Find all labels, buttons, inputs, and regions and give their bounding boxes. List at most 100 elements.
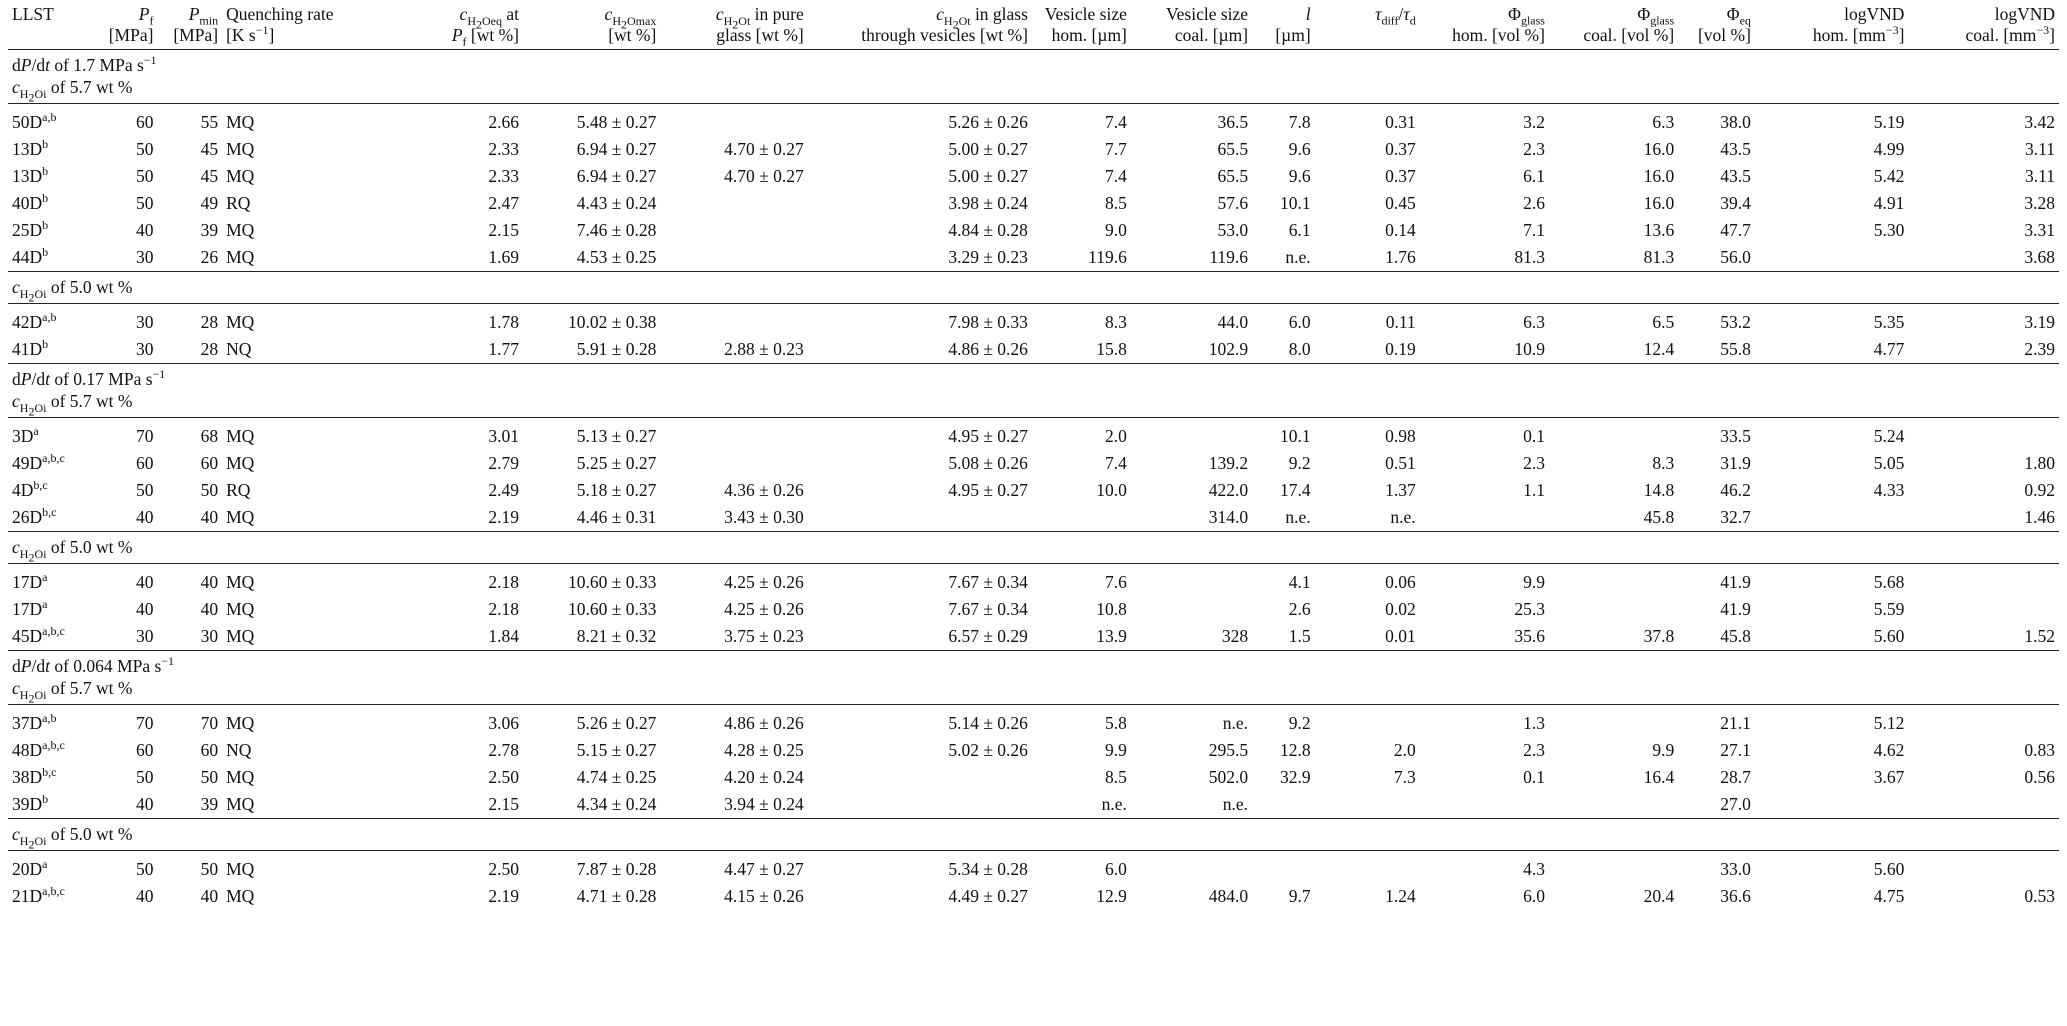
cell-vesicle-hom: 10.0	[1096, 480, 1127, 500]
cell-pmin: 45	[200, 139, 219, 159]
cell-pmin: 30	[200, 626, 219, 646]
cell-vesicle-hom: 7.7	[1105, 139, 1127, 159]
cell-llst: 49Da,b,c	[12, 451, 65, 473]
cell-quenching: NQ	[226, 740, 252, 760]
cell-l: 6.0	[1288, 312, 1311, 332]
cell-vesicle-hom: 8.5	[1105, 767, 1127, 787]
cell-pf: 30	[135, 312, 154, 332]
section-header-row: cH2Oi of 5.0 wt %	[8, 531, 2059, 564]
cell-phi-glass-hom: 6.0	[1523, 886, 1545, 906]
cell-ch2oeq: 2.18	[488, 572, 519, 592]
cell-phi-glass-hom: 7.1	[1523, 220, 1545, 240]
table-row: 17Da 40 40 MQ 2.18 10.60 ± 0.33 4.25 ± 0.26 7.6…	[8, 596, 2059, 623]
cell-phi-glass-coal: 45.8	[1643, 507, 1675, 527]
table-row: 44Db 30 26 MQ 1.69 4.53 ± 0.25 3.29 ± 0.23 119.…	[8, 244, 2059, 272]
cell-tau: n.e.	[1390, 507, 1416, 527]
cell-quenching: RQ	[226, 480, 251, 500]
cell-pure-glass: 4.70 ± 0.27	[724, 166, 804, 186]
cell-pmin: 60	[200, 740, 219, 760]
cell-l: 12.8	[1280, 740, 1311, 760]
cell-ch2omax: 7.87 ± 0.28	[576, 859, 657, 879]
section-label: dP/dt of 1.7 MPa s−1 cH2Oi of 5.7 wt %	[8, 49, 2059, 104]
col-header-pf: Pf [MPa]	[108, 4, 154, 45]
cell-logvnd-coal: 0.83	[2024, 740, 2055, 760]
cell-pf: 40	[135, 886, 154, 906]
cell-l: 2.6	[1288, 599, 1311, 619]
cell-glass-vesicles	[808, 791, 1032, 819]
table-row: 4Db,c 50 50 RQ 2.49 5.18 ± 0.27 4.36 ± 0.26 4.9…	[8, 477, 2059, 504]
cell-pf: 60	[135, 740, 154, 760]
cell-glass-vesicles: 4.95 ± 0.27	[948, 480, 1028, 500]
concentration-label: cH2Oi of 5.7 wt %	[12, 678, 133, 705]
cell-vesicle-coal	[1131, 596, 1252, 623]
cell-llst: 42Da,b	[12, 310, 57, 332]
col-header-vesicle-coal: Vesicle size coal. [µm]	[1165, 4, 1249, 45]
cell-l: 17.4	[1280, 480, 1311, 500]
cell-phi-glass-coal: 6.5	[1652, 312, 1675, 332]
cell-logvnd-coal	[1908, 705, 2059, 738]
cell-vesicle-hom: 15.8	[1096, 339, 1127, 359]
cell-ch2oeq: 2.15	[488, 220, 519, 240]
cell-vesicle-hom: 8.3	[1105, 312, 1127, 332]
cell-l	[1252, 791, 1315, 819]
cell-quenching: MQ	[226, 507, 255, 527]
cell-glass-vesicles: 6.57 ± 0.29	[948, 626, 1028, 646]
cell-logvnd-hom: 4.62	[1873, 740, 1905, 760]
cell-logvnd-coal	[1908, 791, 2059, 819]
cell-pf: 40	[135, 599, 154, 619]
cell-phi-glass-coal: 37.8	[1643, 626, 1675, 646]
cell-phi-eq: 41.9	[1720, 599, 1751, 619]
cell-pf: 50	[135, 139, 154, 159]
table-row: 3Da 70 68 MQ 3.01 5.13 ± 0.27 4.95 ± 0.27 2.0 10…	[8, 418, 2059, 451]
cell-quenching: MQ	[226, 139, 255, 159]
cell-phi-glass-hom: 6.3	[1523, 312, 1545, 332]
cell-logvnd-coal: 3.11	[2025, 166, 2055, 186]
cell-l: 9.2	[1288, 453, 1311, 473]
cell-phi-glass-coal	[1549, 705, 1678, 738]
cell-tau: 1.37	[1385, 480, 1416, 500]
col-header-quenching: Quenching rate [K s−1]	[226, 4, 334, 45]
cell-phi-eq: 53.2	[1720, 312, 1751, 332]
cell-quenching: MQ	[226, 713, 255, 733]
table-row: 50Da,b 60 55 MQ 2.66 5.48 ± 0.27 5.26 ± 0.26 7.…	[8, 104, 2059, 137]
cell-pmin: 70	[200, 713, 219, 733]
col-header-logvnd-coal: logVND coal. [mm−3]	[1965, 4, 2055, 45]
cell-phi-eq: 43.5	[1720, 166, 1751, 186]
cell-l: 32.9	[1280, 767, 1311, 787]
cell-phi-eq: 41.9	[1720, 572, 1751, 592]
table-row: 38Db,c 50 50 MQ 2.50 4.74 ± 0.25 4.20 ± 0.24 8.…	[8, 764, 2059, 791]
table-row: 39Db 40 39 MQ 2.15 4.34 ± 0.24 3.94 ± 0.24 n.e.…	[8, 791, 2059, 819]
rate-value: of 1.7 MPa s	[54, 55, 144, 75]
cell-logvnd-coal	[1908, 851, 2059, 884]
cell-pmin: 50	[200, 859, 219, 879]
cell-ch2oeq: 2.50	[488, 859, 519, 879]
cell-phi-glass-coal	[1549, 851, 1678, 884]
cell-logvnd-hom: 4.77	[1873, 339, 1905, 359]
cell-glass-vesicles: 4.84 ± 0.28	[948, 220, 1028, 240]
col-header-phi-glass-coal: Φglass coal. [vol %]	[1583, 4, 1675, 45]
cell-phi-glass-coal: 13.6	[1643, 220, 1675, 240]
cell-vesicle-hom: 9.0	[1105, 220, 1127, 240]
cell-phi-eq: 43.5	[1720, 139, 1751, 159]
cell-quenching: MQ	[226, 220, 255, 240]
cell-glass-vesicles: 5.02 ± 0.26	[948, 740, 1028, 760]
cell-phi-glass-hom: 6.1	[1523, 166, 1545, 186]
cell-ch2omax: 5.91 ± 0.28	[576, 339, 657, 359]
cell-llst: 44Db	[12, 245, 49, 267]
cell-ch2oeq: 2.66	[488, 112, 519, 132]
cell-ch2omax: 8.21 ± 0.32	[576, 626, 657, 646]
cell-ch2oeq: 1.69	[488, 247, 519, 267]
table-row: 21Da,b,c 40 40 MQ 2.19 4.71 ± 0.28 4.15 ± 0.26…	[8, 883, 2059, 910]
cell-llst: 21Da,b,c	[12, 884, 65, 906]
cell-tau	[1315, 851, 1420, 884]
cell-ch2omax: 5.48 ± 0.27	[576, 112, 657, 132]
cell-tau: 2.0	[1393, 740, 1416, 760]
rate-value: of 0.17 MPa s	[54, 369, 153, 389]
cell-ch2oeq: 2.33	[488, 139, 519, 159]
cell-vesicle-hom: n.e.	[1101, 794, 1127, 814]
cell-phi-eq: 33.0	[1720, 859, 1751, 879]
cell-l: 10.1	[1280, 193, 1311, 213]
cell-phi-glass-hom	[1420, 504, 1549, 532]
cell-logvnd-coal: 0.53	[2024, 886, 2055, 906]
cell-logvnd-hom	[1755, 244, 1908, 272]
